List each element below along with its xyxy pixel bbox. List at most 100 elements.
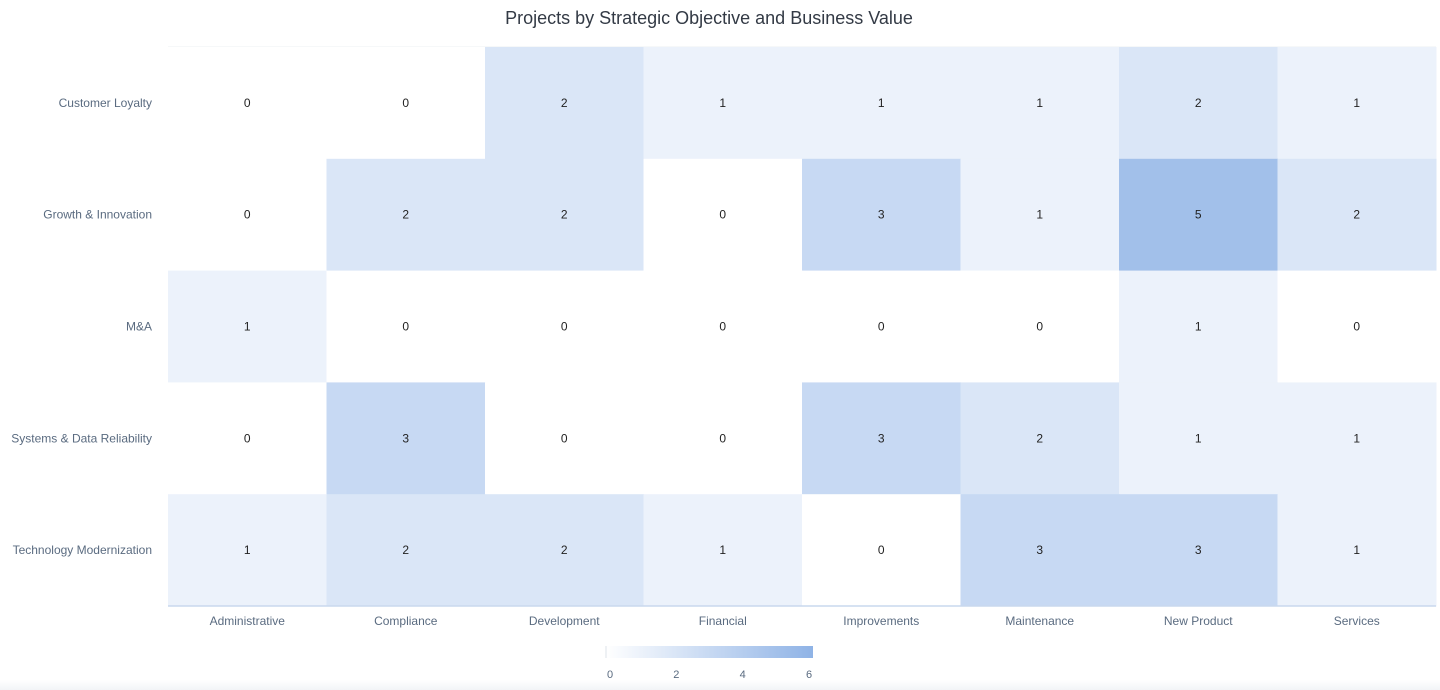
cell-value-label: 2: [1353, 208, 1360, 222]
heatmap-cell[interactable]: [802, 270, 961, 383]
cell-value-label: 3: [878, 208, 885, 222]
heatmap-cell[interactable]: [643, 158, 803, 272]
heatmap-cell[interactable]: [1119, 494, 1278, 607]
cell-value-label: 1: [1353, 543, 1360, 557]
legend-tick-label: 0: [607, 669, 613, 681]
cell-value-label: 0: [561, 320, 568, 334]
cell-value-label: 1: [244, 320, 251, 334]
heatmap-cell[interactable]: [326, 494, 486, 607]
x-axis-labels: Administrative Compliance Development Finan…: [210, 614, 1380, 628]
legend-tick-label: 2: [673, 669, 679, 681]
x-axis-label: Financial: [699, 614, 747, 628]
heatmap-cell[interactable]: [643, 494, 803, 607]
chart-title: Projects by Strategic Objective and Busi…: [505, 8, 913, 28]
heatmap-cell[interactable]: [485, 270, 644, 383]
cell-value-label: 0: [878, 543, 885, 557]
heatmap-cells: [168, 47, 1437, 607]
cell-value-label: 2: [402, 543, 409, 557]
cell-value-label: 0: [244, 431, 251, 445]
x-axis-label: Development: [529, 614, 600, 628]
heatmap-cell[interactable]: [326, 158, 486, 272]
heatmap-cell[interactable]: [1119, 158, 1278, 272]
heatmap-cell[interactable]: [168, 47, 327, 160]
heatmap-cell[interactable]: [960, 382, 1120, 495]
cell-value-label: 0: [244, 96, 251, 110]
cell-value-label: 1: [1195, 431, 1202, 445]
cell-value-label: 0: [719, 320, 726, 334]
heatmap-cell[interactable]: [485, 158, 644, 272]
cell-value-label: 1: [1195, 320, 1202, 334]
heatmap-cell[interactable]: [802, 158, 961, 272]
cell-value-label: 0: [878, 320, 885, 334]
heatmap-cell[interactable]: [1119, 382, 1278, 495]
heatmap-cell[interactable]: [168, 158, 327, 272]
cell-value-label: 1: [1353, 431, 1360, 445]
heatmap-cell[interactable]: [326, 270, 486, 383]
heatmap-cell[interactable]: [643, 270, 803, 383]
heatmap-cell[interactable]: [485, 47, 644, 160]
heatmap-cell[interactable]: [643, 47, 803, 160]
cell-value-label: 2: [561, 543, 568, 557]
cell-value-label: 3: [1036, 543, 1043, 557]
x-axis-label: New Product: [1164, 614, 1233, 628]
heatmap-cell[interactable]: [485, 494, 644, 607]
heatmap-cell[interactable]: [485, 382, 644, 495]
y-axis-label: Customer Loyalty: [59, 96, 152, 110]
heatmap-cell[interactable]: [802, 47, 961, 160]
heatmap-cell[interactable]: [960, 158, 1120, 272]
cell-value-label: 0: [1036, 320, 1043, 334]
cell-labels: 0 0 2 1 1 1 2 1 0 2 2 0 3 1 5 2 1 0 0 0 0 0 1 0 0 3 0 0 3 2 1 1 1 2 2 1 0 3 3 1: [244, 96, 1361, 557]
cell-value-label: 1: [1353, 96, 1360, 110]
heatmap-cell[interactable]: [326, 382, 486, 495]
legend-ticks: 0 2 4 6: [607, 669, 812, 681]
cell-value-label: 1: [719, 543, 726, 557]
bottom-fade: [0, 680, 1440, 690]
heatmap-cell[interactable]: [1277, 158, 1437, 272]
color-legend: 0 2 4 6: [605, 646, 813, 681]
cell-value-label: 2: [1036, 431, 1043, 445]
heatmap-cell[interactable]: [1277, 494, 1437, 607]
y-axis-label: Technology Modernization: [13, 543, 152, 557]
heatmap-cell[interactable]: [960, 47, 1120, 160]
cell-value-label: 2: [1195, 96, 1202, 110]
cell-value-label: 0: [719, 431, 726, 445]
legend-tick-label: 4: [740, 669, 746, 681]
heatmap-cell[interactable]: [802, 494, 961, 607]
cell-value-label: 3: [402, 431, 409, 445]
heatmap-cell[interactable]: [1277, 270, 1437, 383]
heatmap-cell[interactable]: [1119, 270, 1278, 383]
cell-value-label: 0: [561, 431, 568, 445]
heatmap-cell[interactable]: [960, 494, 1120, 607]
x-axis-label: Improvements: [843, 614, 919, 628]
y-axis-label: Growth & Innovation: [43, 208, 152, 222]
cell-value-label: 1: [719, 96, 726, 110]
cell-value-label: 0: [244, 208, 251, 222]
heatmap-cell[interactable]: [1119, 47, 1278, 160]
y-axis-label: Systems & Data Reliability: [11, 431, 152, 445]
legend-gradient-bar[interactable]: [606, 646, 813, 658]
legend-tick-label: 6: [806, 669, 812, 681]
cell-value-label: 1: [244, 543, 251, 557]
x-axis-label: Compliance: [374, 614, 438, 628]
heatmap-cell[interactable]: [168, 270, 327, 383]
cell-value-label: 1: [1036, 96, 1043, 110]
heatmap-cell[interactable]: [326, 47, 486, 160]
cell-value-label: 0: [1353, 320, 1360, 334]
heatmap-cell[interactable]: [802, 382, 961, 495]
cell-value-label: 0: [402, 96, 409, 110]
heatmap-cell[interactable]: [643, 382, 803, 495]
heatmap-cell[interactable]: [168, 494, 327, 607]
cell-value-label: 1: [1036, 208, 1043, 222]
cell-value-label: 1: [878, 96, 885, 110]
x-axis-label: Administrative: [210, 614, 286, 628]
heatmap-cell[interactable]: [168, 382, 327, 495]
cell-value-label: 3: [878, 431, 885, 445]
cell-value-label: 0: [402, 320, 409, 334]
cell-value-label: 2: [561, 208, 568, 222]
x-axis-label: Maintenance: [1005, 614, 1074, 628]
heatmap-cell[interactable]: [1277, 47, 1437, 160]
cell-value-label: 2: [561, 96, 568, 110]
heatmap-cell[interactable]: [1277, 382, 1437, 495]
heatmap-cell[interactable]: [960, 270, 1120, 383]
